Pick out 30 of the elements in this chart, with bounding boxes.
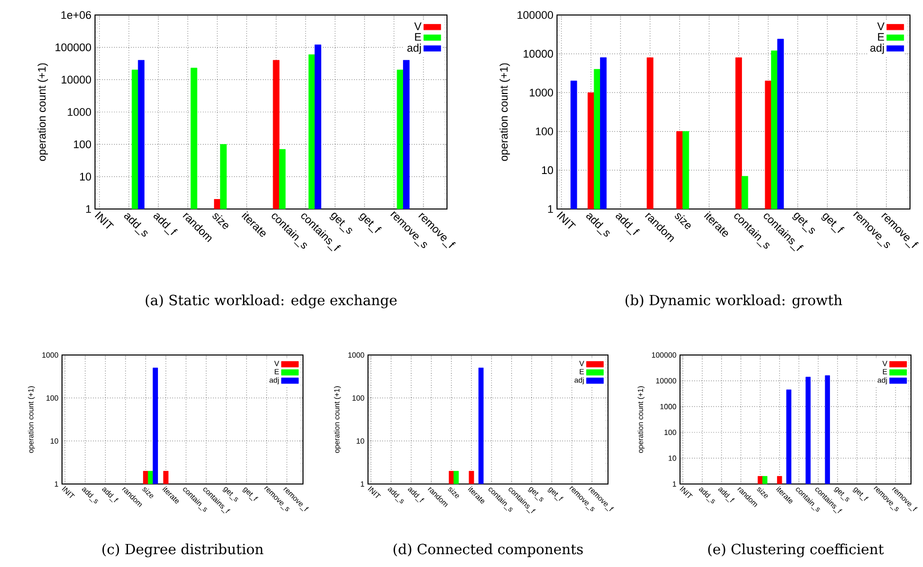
y-tick-label: 100 xyxy=(74,140,92,148)
y-tick-label: 100000 xyxy=(56,43,92,52)
y-tick-label: 1 xyxy=(548,205,553,213)
y-axis-title: operation count (+1) xyxy=(38,63,48,161)
y-tick-label: 10 xyxy=(80,172,92,181)
y-axis-title: operation count (+1) xyxy=(500,63,510,161)
x-tick-label: INIT xyxy=(556,211,576,229)
text: (a) Static workload: edge exchange xyxy=(146,294,397,308)
y-tick-label: 10000 xyxy=(524,50,554,58)
text: (e) Clustering coefficient xyxy=(708,544,884,558)
text: (d) Connected components xyxy=(394,544,583,558)
legend-label: adj xyxy=(407,44,421,54)
legend-label: E xyxy=(878,33,884,41)
y-tick-label: 1000 xyxy=(530,88,554,96)
y-tick-label: 100 xyxy=(536,128,554,136)
y-tick-label: 100000 xyxy=(518,11,554,19)
y-tick-label: 1000 xyxy=(68,108,92,116)
x-tick-label: INIT xyxy=(94,211,114,229)
text: (c) Degree distribution xyxy=(102,544,264,558)
legend-label: adj xyxy=(870,44,884,54)
y-tick-label: 1e+06 xyxy=(61,11,91,19)
x-tick-label: size xyxy=(674,213,691,229)
legend-label: E xyxy=(415,33,422,41)
y-tick-label: 1 xyxy=(86,205,91,213)
legend-label: V xyxy=(414,22,422,30)
text: (b) Dynamic workload: growth xyxy=(626,294,842,308)
legend-label: V xyxy=(877,22,884,30)
y-tick-label: 10000 xyxy=(62,76,92,84)
x-tick-label: size xyxy=(212,213,228,229)
y-tick-label: 10 xyxy=(542,166,554,174)
